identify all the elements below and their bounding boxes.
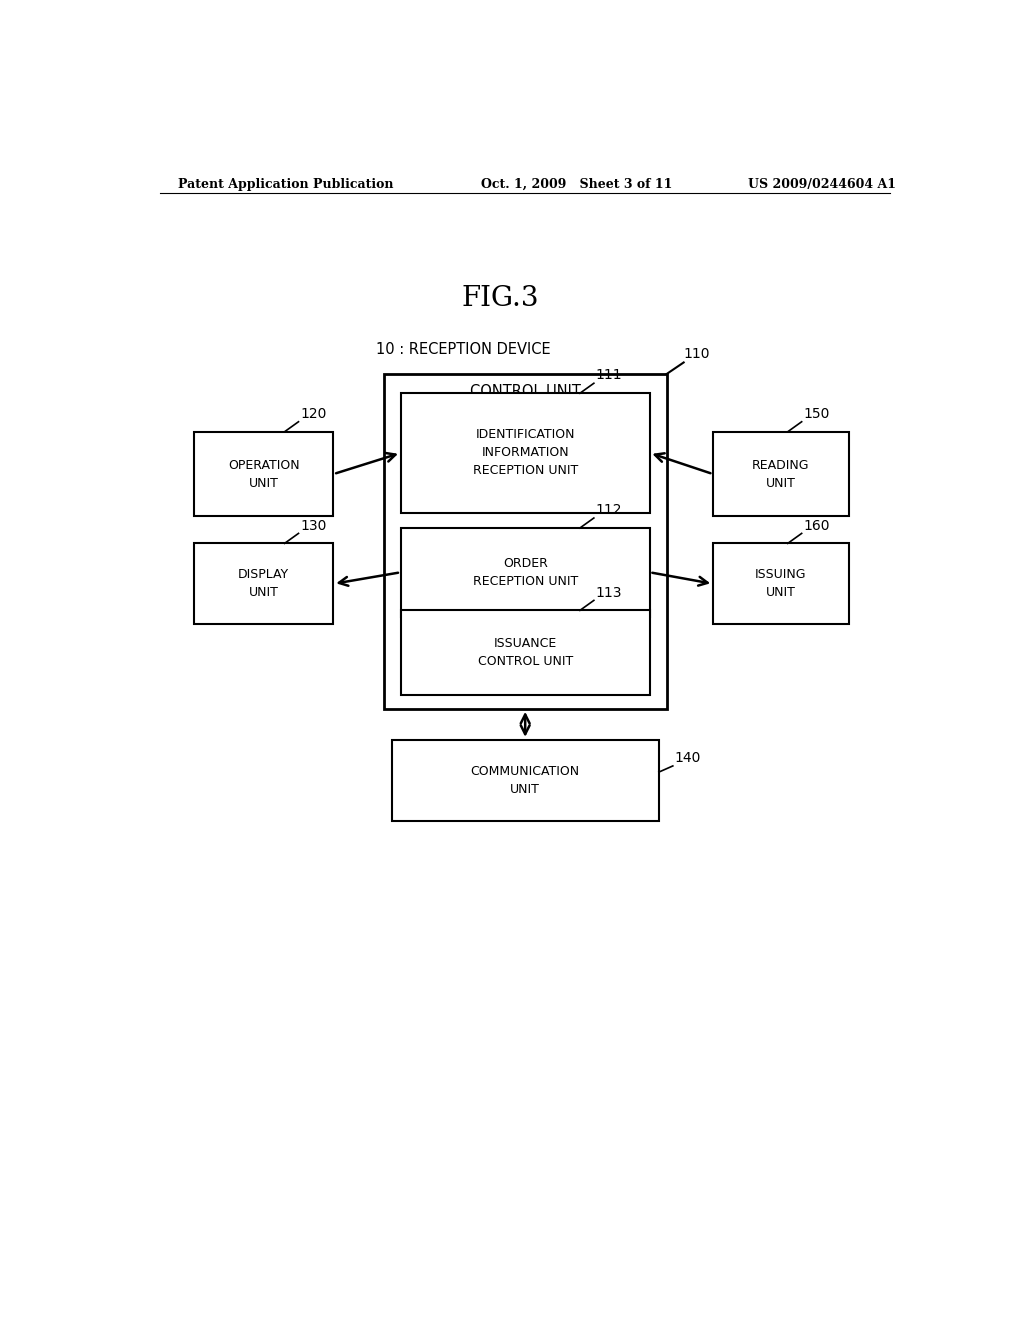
Bar bbox=[713, 544, 849, 624]
Text: Patent Application Publication: Patent Application Publication bbox=[178, 178, 394, 190]
Bar bbox=[391, 739, 658, 821]
Bar bbox=[400, 610, 649, 696]
Text: 130: 130 bbox=[300, 519, 327, 532]
Text: 10 : RECEPTION DEVICE: 10 : RECEPTION DEVICE bbox=[376, 342, 551, 358]
Text: OPERATION
UNIT: OPERATION UNIT bbox=[227, 458, 299, 490]
Text: 110: 110 bbox=[684, 347, 711, 360]
Bar bbox=[400, 528, 649, 616]
Text: ISSUANCE
CONTROL UNIT: ISSUANCE CONTROL UNIT bbox=[477, 638, 572, 668]
Text: US 2009/0244604 A1: US 2009/0244604 A1 bbox=[748, 178, 896, 190]
Text: 140: 140 bbox=[675, 751, 700, 766]
Text: ORDER
RECEPTION UNIT: ORDER RECEPTION UNIT bbox=[472, 557, 578, 587]
Text: READING
UNIT: READING UNIT bbox=[753, 458, 810, 490]
Text: 111: 111 bbox=[595, 368, 622, 383]
Text: Oct. 1, 2009   Sheet 3 of 11: Oct. 1, 2009 Sheet 3 of 11 bbox=[480, 178, 672, 190]
Text: COMMUNICATION
UNIT: COMMUNICATION UNIT bbox=[471, 764, 580, 796]
Bar bbox=[194, 544, 334, 624]
Text: 112: 112 bbox=[595, 503, 622, 517]
Text: ISSUING
UNIT: ISSUING UNIT bbox=[755, 569, 807, 599]
Text: 113: 113 bbox=[595, 586, 622, 599]
Text: CONTROL UNIT: CONTROL UNIT bbox=[470, 384, 581, 399]
Text: 120: 120 bbox=[300, 407, 327, 421]
Text: 150: 150 bbox=[803, 407, 829, 421]
Bar bbox=[400, 393, 649, 512]
Bar bbox=[194, 432, 334, 516]
Text: DISPLAY
UNIT: DISPLAY UNIT bbox=[238, 569, 289, 599]
Text: IDENTIFICATION
INFORMATION
RECEPTION UNIT: IDENTIFICATION INFORMATION RECEPTION UNI… bbox=[472, 429, 578, 478]
Bar bbox=[713, 432, 849, 516]
Text: 160: 160 bbox=[803, 519, 829, 532]
Text: FIG.3: FIG.3 bbox=[461, 285, 539, 313]
Bar bbox=[384, 374, 667, 709]
